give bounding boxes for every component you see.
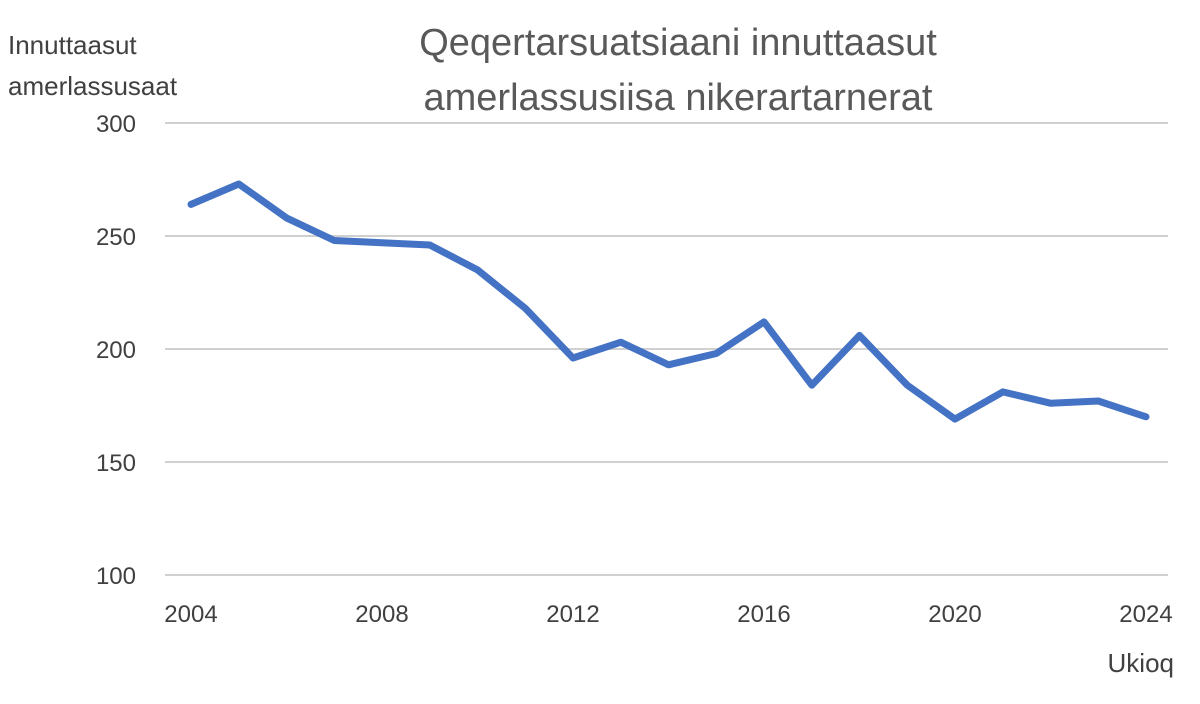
y-tick-label: 150 <box>96 450 136 477</box>
series-layer <box>187 180 1150 423</box>
y-tick-label: 250 <box>96 224 136 251</box>
y-tick-labels: 100 150 200 250 300 <box>96 111 136 590</box>
x-tick-label: 2020 <box>928 601 981 628</box>
y-axis-label-line-1: Innuttaasut <box>8 30 137 60</box>
y-tick-label: 300 <box>96 111 136 138</box>
x-tick-label: 2004 <box>164 601 217 628</box>
chart-title-line-2: amerlassusiisa nikerartarnerat <box>424 77 933 119</box>
x-tick-labels: 2004 2008 2012 2016 2020 2024 <box>164 601 1172 628</box>
x-tick-label: 2008 <box>355 601 408 628</box>
x-tick-label: 2012 <box>546 601 599 628</box>
series-line-0 <box>187 180 1150 423</box>
x-axis-label: Ukioq <box>1108 648 1174 678</box>
chart-title-line-1: Qeqertarsuatsiaani innuttaasut <box>419 22 937 64</box>
x-tick-label: 2016 <box>737 601 790 628</box>
y-tick-label: 200 <box>96 337 136 364</box>
gridlines <box>165 122 1168 576</box>
x-tick-label: 2024 <box>1119 601 1172 628</box>
y-axis-label-line-2: amerlassusaat <box>8 71 178 101</box>
y-tick-label: 100 <box>96 563 136 590</box>
